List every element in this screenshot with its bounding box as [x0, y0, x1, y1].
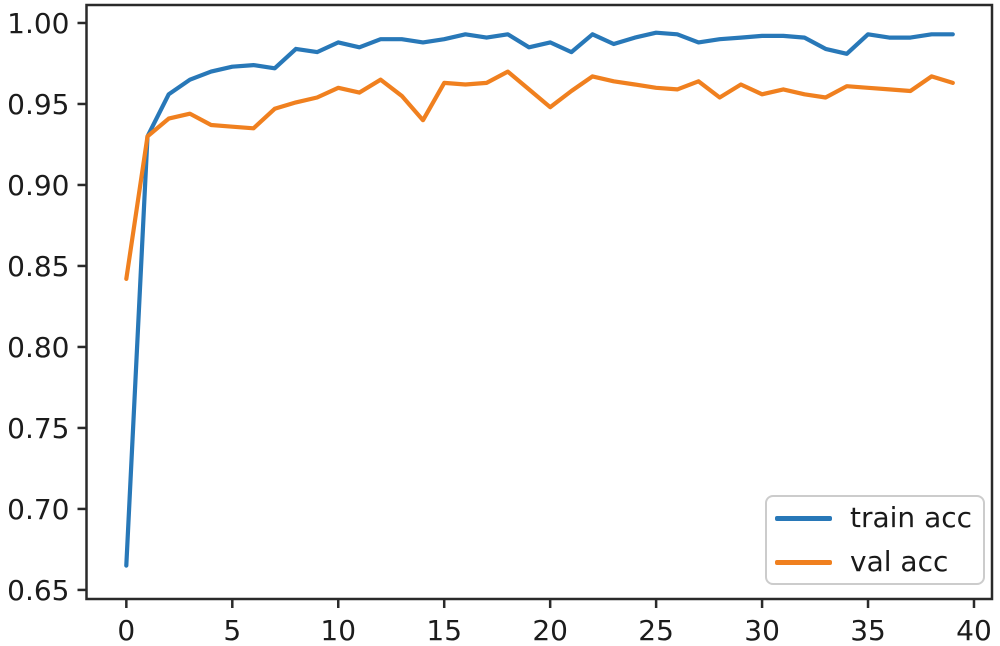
x-tick-label: 20 — [532, 614, 568, 646]
y-tick-label: 1.00 — [7, 7, 69, 40]
plot-border — [85, 3, 994, 601]
legend-label-val-acc: val acc — [850, 545, 949, 578]
x-tick-label: 0 — [117, 614, 135, 646]
x-tick-label: 35 — [850, 614, 886, 646]
y-tick-label: 0.85 — [7, 250, 69, 283]
y-tick-label: 0.75 — [7, 412, 69, 445]
x-tick-label: 5 — [223, 614, 241, 646]
legend-item-train-acc: train acc — [775, 503, 983, 533]
val-acc-line-swatch — [775, 559, 832, 565]
y-tick-label: 0.65 — [7, 574, 69, 607]
chart-legend: train acc val acc — [765, 495, 985, 585]
train-acc-line — [124, 30, 955, 568]
y-tick-label: 0.80 — [7, 331, 69, 364]
x-tick-label: 30 — [744, 614, 780, 646]
val-acc-line — [124, 69, 955, 281]
y-tick-label: 0.70 — [7, 493, 69, 526]
train-acc-line-swatch — [775, 515, 832, 521]
x-tick-label: 15 — [426, 614, 462, 646]
y-tick-label: 0.95 — [7, 88, 69, 121]
y-tick-label: 0.90 — [7, 169, 69, 202]
x-tick-label: 25 — [638, 614, 674, 646]
x-tick-label: 10 — [320, 614, 356, 646]
legend-label-train-acc: train acc — [850, 501, 973, 534]
x-tick-label: 40 — [956, 614, 992, 646]
legend-item-val-acc: val acc — [775, 547, 983, 577]
